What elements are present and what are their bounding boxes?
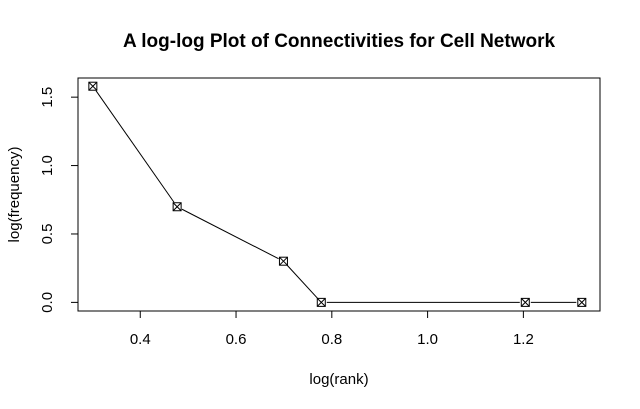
data-series	[88, 81, 587, 307]
chart-title: A log-log Plot of Connectivities for Cel…	[123, 31, 556, 52]
x-tick-label: 1.0	[417, 331, 438, 348]
y-tick-label: 0.5	[39, 224, 56, 245]
y-tick-label: 1.0	[39, 155, 56, 176]
x-axis-label: log(rank)	[309, 371, 368, 388]
x-tick-label: 0.8	[321, 331, 342, 348]
y-axis: 0.0 0.5 1.0 1.5	[39, 87, 79, 313]
data-point	[278, 256, 288, 266]
series-segment	[181, 208, 279, 260]
plot-frame	[77, 77, 601, 312]
data-point	[520, 297, 530, 307]
x-axis: 0.4 0.6 0.8 1.0 1.2	[130, 310, 534, 348]
y-tick-label: 1.5	[39, 87, 56, 108]
y-axis-label: log(frequency)	[6, 147, 23, 243]
series-segment	[95, 90, 175, 203]
series-segment	[286, 264, 318, 299]
x-tick-label: 1.2	[513, 331, 534, 348]
data-point	[88, 81, 98, 91]
x-tick-label: 0.6	[226, 331, 247, 348]
y-tick-label: 0.0	[39, 292, 56, 313]
x-tick-label: 0.4	[130, 331, 151, 348]
data-point	[316, 297, 326, 307]
data-point	[172, 202, 182, 212]
data-point	[577, 297, 587, 307]
